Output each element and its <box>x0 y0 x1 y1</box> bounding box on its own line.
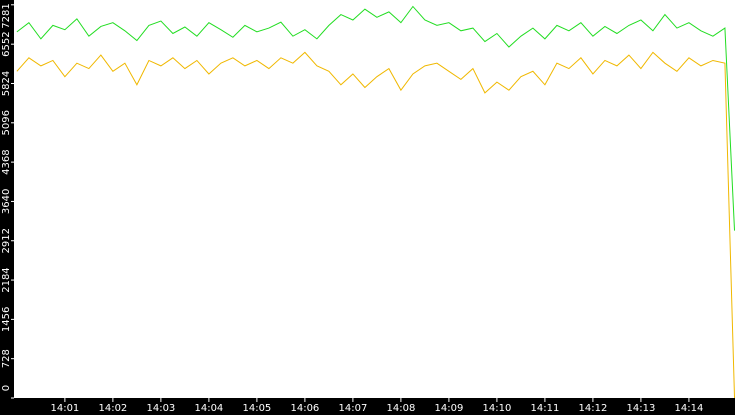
x-tick-label: 14:10 <box>482 403 511 414</box>
x-tick-label: 14:09 <box>434 403 463 414</box>
y-tick-label: 0 <box>1 385 12 391</box>
x-tick-label: 14:12 <box>578 403 607 414</box>
y-tick-label: 5096 <box>1 110 12 135</box>
x-tick-label: 14:04 <box>194 403 223 414</box>
x-tick-label: 14:07 <box>338 403 367 414</box>
x-axis-bar <box>0 398 735 415</box>
y-tick-label: 6552 <box>1 31 12 56</box>
x-tick-label: 14:03 <box>146 403 175 414</box>
x-tick-label: 14:02 <box>98 403 127 414</box>
x-tick-label: 14:11 <box>530 403 559 414</box>
x-tick-label: 14:13 <box>627 403 656 414</box>
y-tick-label: 3640 <box>1 189 12 214</box>
series-line <box>16 5 735 231</box>
y-tick-label: 2184 <box>1 267 12 292</box>
x-tick-label: 14:05 <box>242 403 271 414</box>
x-tick-label: 14:14 <box>675 403 704 414</box>
y-tick-label: 2912 <box>1 228 12 253</box>
y-tick-label: 4368 <box>1 149 12 174</box>
y-axis-bar <box>0 0 14 415</box>
x-tick-label: 14:06 <box>290 403 319 414</box>
y-tick-label: 7281 <box>1 3 12 28</box>
y-tick-label: 5824 <box>1 71 12 96</box>
x-tick-label: 14:01 <box>50 403 79 414</box>
x-tick-label: 14:08 <box>386 403 415 414</box>
y-tick-label: 728 <box>1 349 12 368</box>
y-tick-label: 1456 <box>1 307 12 332</box>
series-line <box>16 51 735 399</box>
